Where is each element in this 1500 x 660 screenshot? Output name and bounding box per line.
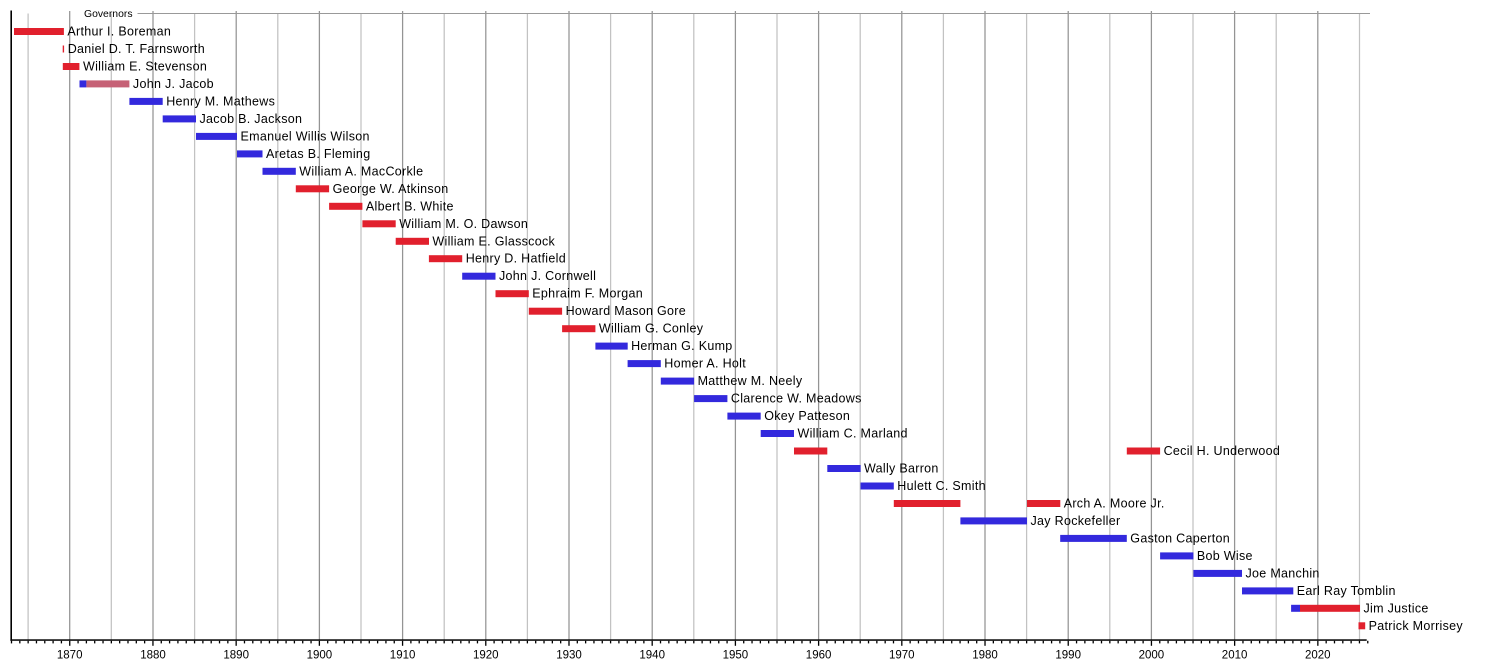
svg-text:Okey Patteson: Okey Patteson	[764, 409, 850, 423]
svg-text:Aretas B. Fleming: Aretas B. Fleming	[266, 147, 370, 161]
svg-text:William E. Stevenson: William E. Stevenson	[83, 60, 207, 74]
svg-text:George W. Atkinson: George W. Atkinson	[333, 182, 449, 196]
svg-text:Cecil H. Underwood: Cecil H. Underwood	[1164, 444, 1281, 458]
svg-text:Matthew M. Neely: Matthew M. Neely	[698, 374, 803, 388]
svg-text:Albert B. White: Albert B. White	[366, 199, 454, 213]
svg-text:William M. O. Dawson: William M. O. Dawson	[399, 217, 528, 231]
svg-text:2010: 2010	[1222, 650, 1248, 660]
svg-text:Patrick Morrisey: Patrick Morrisey	[1369, 619, 1464, 633]
svg-text:1890: 1890	[223, 650, 249, 660]
svg-text:Arch A. Moore Jr.: Arch A. Moore Jr.	[1064, 497, 1165, 511]
svg-text:1900: 1900	[307, 650, 333, 660]
svg-text:William A. MacCorkle: William A. MacCorkle	[299, 164, 423, 178]
svg-text:2000: 2000	[1139, 650, 1165, 660]
svg-text:2020: 2020	[1305, 650, 1331, 660]
svg-text:Henry M. Mathews: Henry M. Mathews	[166, 94, 275, 108]
svg-text:Ephraim F. Morgan: Ephraim F. Morgan	[532, 287, 643, 301]
svg-text:William C. Marland: William C. Marland	[798, 427, 908, 441]
svg-text:Daniel D. T. Farnsworth: Daniel D. T. Farnsworth	[68, 42, 205, 56]
svg-text:1940: 1940	[639, 650, 665, 660]
svg-text:1970: 1970	[889, 650, 915, 660]
svg-text:Clarence W. Meadows: Clarence W. Meadows	[731, 392, 862, 406]
svg-text:1910: 1910	[390, 650, 416, 660]
svg-text:William E. Glasscock: William E. Glasscock	[432, 234, 555, 248]
svg-text:1920: 1920	[473, 650, 499, 660]
svg-text:Jay Rockefeller: Jay Rockefeller	[1031, 514, 1121, 528]
svg-text:John J. Jacob: John J. Jacob	[133, 77, 214, 91]
svg-text:Herman G. Kump: Herman G. Kump	[631, 339, 732, 353]
svg-text:Wally Barron: Wally Barron	[864, 462, 939, 476]
svg-text:1990: 1990	[1055, 650, 1081, 660]
svg-text:Emanuel Willis Wilson: Emanuel Willis Wilson	[241, 129, 370, 143]
svg-text:Jacob B. Jackson: Jacob B. Jackson	[200, 112, 303, 126]
svg-text:1880: 1880	[140, 650, 166, 660]
svg-text:William G. Conley: William G. Conley	[599, 322, 704, 336]
svg-text:Bob Wise: Bob Wise	[1197, 549, 1253, 563]
svg-text:Henry D. Hatfield: Henry D. Hatfield	[466, 252, 566, 266]
svg-text:John J. Cornwell: John J. Cornwell	[499, 269, 596, 283]
svg-text:1950: 1950	[723, 650, 749, 660]
svg-text:Earl Ray Tomblin: Earl Ray Tomblin	[1297, 584, 1396, 598]
svg-text:Arthur I. Boreman: Arthur I. Boreman	[67, 25, 171, 39]
svg-text:Governors: Governors	[84, 9, 133, 20]
svg-text:Homer A. Holt: Homer A. Holt	[664, 357, 746, 371]
svg-text:1870: 1870	[57, 650, 83, 660]
svg-text:Hulett C. Smith: Hulett C. Smith	[897, 479, 986, 493]
svg-text:1960: 1960	[806, 650, 832, 660]
svg-text:Joe Manchin: Joe Manchin	[1246, 566, 1320, 580]
svg-text:Gaston Caperton: Gaston Caperton	[1130, 531, 1230, 545]
svg-text:1980: 1980	[972, 650, 998, 660]
svg-text:Howard Mason Gore: Howard Mason Gore	[566, 304, 686, 318]
svg-text:1930: 1930	[556, 650, 582, 660]
svg-text:Jim Justice: Jim Justice	[1364, 601, 1429, 615]
